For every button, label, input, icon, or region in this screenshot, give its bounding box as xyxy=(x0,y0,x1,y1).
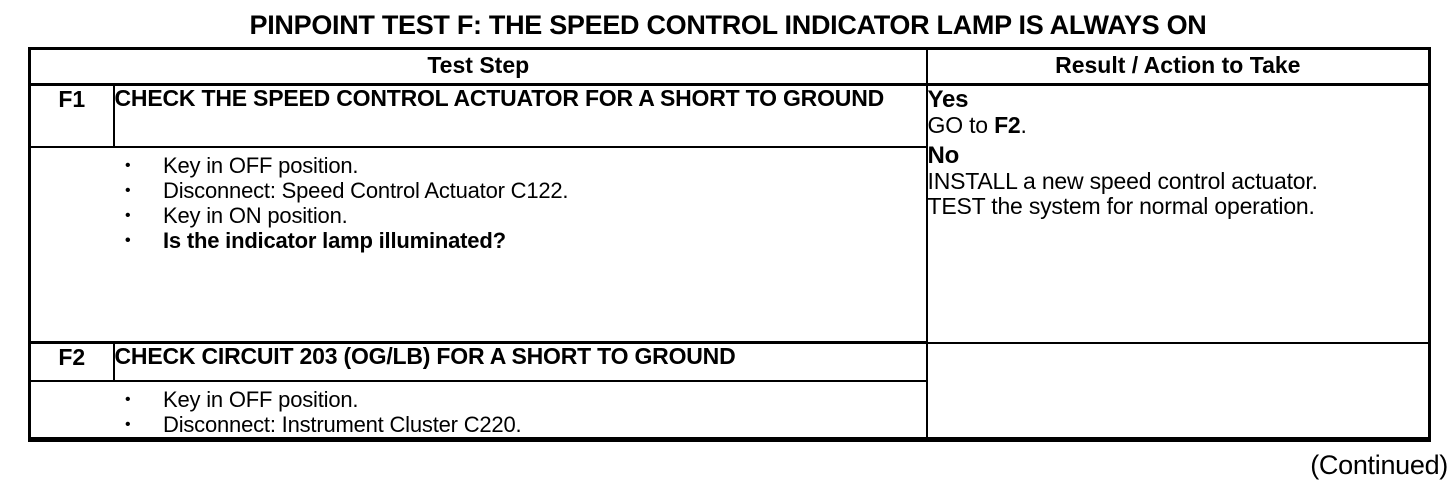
step-instructions-f1: • Key in OFF position. • Disconnect: Speed… xyxy=(28,145,928,344)
bullet-icon: • xyxy=(125,390,131,408)
yes-action-step-ref: F2 xyxy=(994,112,1021,138)
list-item: • Key in ON position. xyxy=(125,203,926,228)
result-cell-f2 xyxy=(925,341,1431,440)
bullet-text: Disconnect: Instrument Cluster C220. xyxy=(163,411,522,437)
page-title: PINPOINT TEST F: THE SPEED CONTROL INDIC… xyxy=(249,10,1207,40)
table-row-f2-title: F2 CHECK CIRCUIT 203 (OG/LB) FOR A SHORT… xyxy=(28,341,1431,440)
step-title-f2: CHECK CIRCUIT 203 (OG/LB) FOR A SHORT TO… xyxy=(112,341,928,382)
step-title-f1: CHECK THE SPEED CONTROL ACTUATOR FOR A S… xyxy=(112,83,928,148)
bullet-icon: • xyxy=(125,415,131,433)
result-yes-label: Yes xyxy=(927,86,969,113)
bullet-text: Key in OFF position. xyxy=(163,152,359,178)
bullet-text: Disconnect: Speed Control Actuator C122. xyxy=(163,177,569,203)
column-header-result: Result / Action to Take xyxy=(925,47,1431,86)
result-no-action-line-2: TEST the system for normal operation. xyxy=(927,193,1315,219)
table-row-f1-title: F1 CHECK THE SPEED CONTROL ACTUATOR FOR … xyxy=(28,83,1431,344)
table-row-f2-steps: • Key in OFF position. • Disconnect: Instr… xyxy=(28,379,1430,442)
list-item: • Disconnect: Instrument Cluster C220. xyxy=(125,412,926,437)
bullet-text: Key in ON position. xyxy=(163,202,348,228)
bullet-icon: • xyxy=(125,156,131,174)
pinpoint-test-table: Test Step Result / Action to Take F1 CHE… xyxy=(28,47,1432,442)
bullet-text: Key in OFF position. xyxy=(163,386,359,412)
result-no-label: No xyxy=(927,142,960,169)
yes-action-suffix: . xyxy=(1020,112,1027,138)
bullet-icon: • xyxy=(125,181,131,199)
yes-action-prefix: GO to xyxy=(927,112,995,138)
result-yes-action: GO to F2. xyxy=(928,113,1429,138)
result-cell-f1: Yes GO to F2. No INSTALL a new speed con… xyxy=(925,83,1431,344)
bullet-list-f1: • Key in OFF position. • Disconnect: Speed… xyxy=(31,148,926,253)
list-item-question: • Is the indicator lamp illuminated? xyxy=(125,228,926,253)
step-id-f2: F2 xyxy=(28,341,115,382)
continued-note: (Continued) xyxy=(1310,450,1448,480)
list-item: • Disconnect: Speed Control Actuator C122… xyxy=(125,178,926,203)
result-no-action-line-1: INSTALL a new speed control actuator. xyxy=(927,168,1318,194)
bullet-text: Is the indicator lamp illuminated? xyxy=(163,227,506,253)
table-header-row: Test Step Result / Action to Take xyxy=(28,47,1431,86)
list-item: • Key in OFF position. xyxy=(125,387,926,412)
bullet-icon: • xyxy=(125,206,131,224)
bullet-list-f2: • Key in OFF position. • Disconnect: Instr… xyxy=(31,382,926,437)
column-header-test-step: Test Step xyxy=(28,47,928,86)
list-item: • Key in OFF position. xyxy=(125,153,926,178)
table-row-f1-steps: • Key in OFF position. • Disconnect: Speed… xyxy=(28,145,1430,344)
step-id-f1: F1 xyxy=(28,83,115,148)
bullet-icon: • xyxy=(125,231,131,249)
step-instructions-f2: • Key in OFF position. • Disconnect: Instr… xyxy=(28,379,928,442)
